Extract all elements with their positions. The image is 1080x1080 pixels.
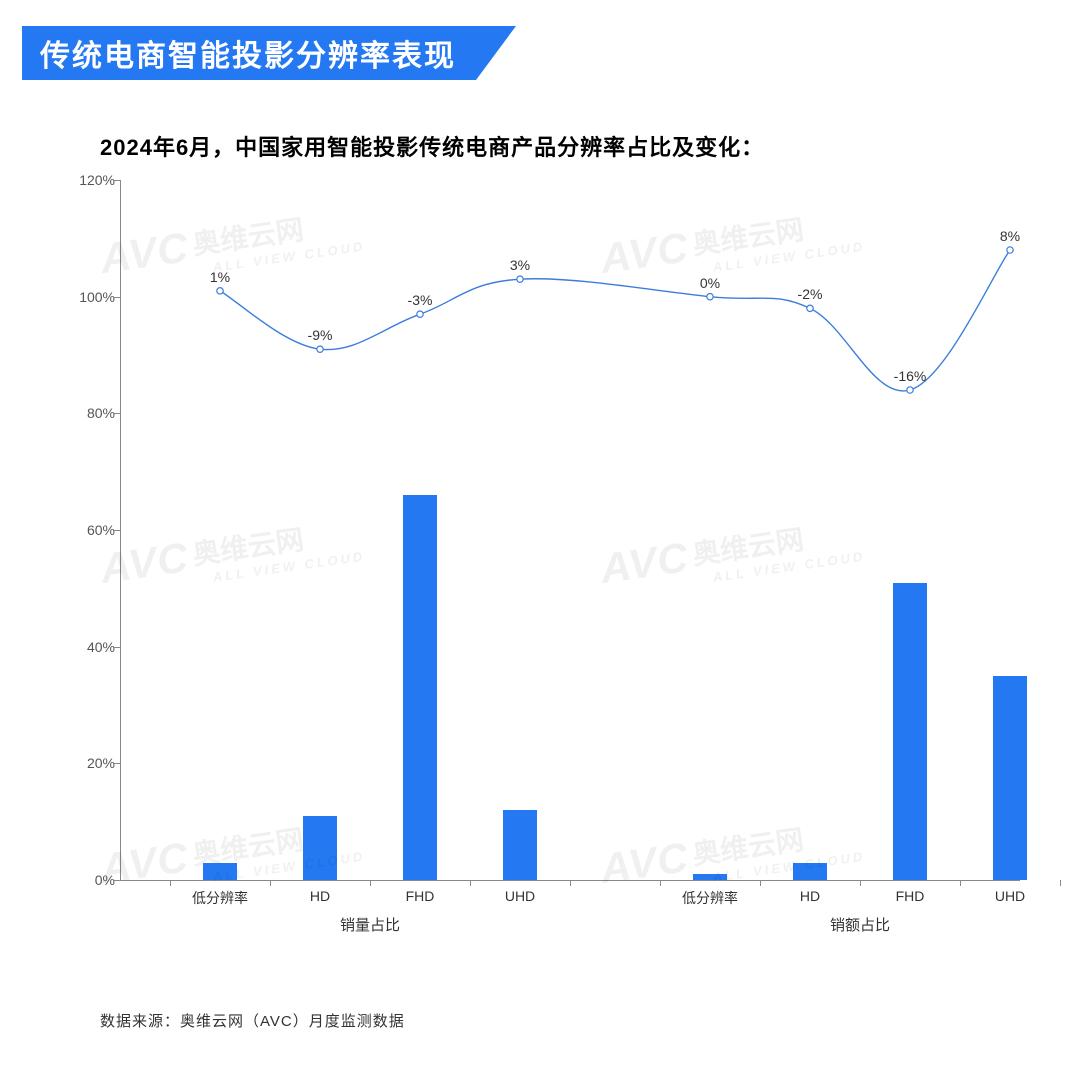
category-label: 低分辨率 bbox=[682, 888, 738, 908]
line-marker bbox=[707, 293, 713, 299]
x-tick-mark bbox=[270, 880, 271, 886]
y-tick-label: 120% bbox=[70, 172, 115, 188]
y-tick-label: 20% bbox=[70, 755, 115, 771]
x-tick-mark bbox=[1060, 880, 1061, 886]
line-marker bbox=[907, 387, 913, 393]
line-marker bbox=[317, 346, 323, 352]
line-path bbox=[220, 250, 1010, 391]
y-tick-label: 60% bbox=[70, 522, 115, 538]
line-value-label: -2% bbox=[798, 286, 823, 302]
line-marker bbox=[517, 276, 523, 282]
category-label: FHD bbox=[406, 888, 435, 904]
category-label: 低分辨率 bbox=[192, 888, 248, 908]
line-marker bbox=[217, 288, 223, 294]
bar bbox=[203, 863, 237, 881]
combo-chart: 0%20%40%60%80%100%120%低分辨率HDFHDUHD低分辨率HD… bbox=[60, 180, 1040, 940]
category-label: HD bbox=[800, 888, 820, 904]
y-tick-label: 80% bbox=[70, 405, 115, 421]
line-value-label: 1% bbox=[210, 269, 230, 285]
x-tick-mark bbox=[470, 880, 471, 886]
y-tick-label: 100% bbox=[70, 289, 115, 305]
line-marker bbox=[417, 311, 423, 317]
line-marker bbox=[807, 305, 813, 311]
category-label: FHD bbox=[896, 888, 925, 904]
x-tick-mark bbox=[760, 880, 761, 886]
x-tick-mark bbox=[860, 880, 861, 886]
bar bbox=[303, 816, 337, 880]
page-title: 传统电商智能投影分辨率表现 bbox=[40, 31, 456, 75]
line-value-label: 8% bbox=[1000, 228, 1020, 244]
y-axis-line bbox=[120, 180, 121, 880]
bar bbox=[403, 495, 437, 880]
line-value-label: -3% bbox=[408, 292, 433, 308]
line-value-label: -9% bbox=[308, 327, 333, 343]
chart-subtitle: 2024年6月，中国家用智能投影传统电商产品分辨率占比及变化： bbox=[100, 130, 764, 162]
line-series-svg bbox=[120, 180, 1020, 880]
y-tick-label: 40% bbox=[70, 639, 115, 655]
y-tick-label: 0% bbox=[70, 872, 115, 888]
bar bbox=[893, 583, 927, 881]
line-value-label: -16% bbox=[894, 368, 927, 384]
line-value-label: 0% bbox=[700, 275, 720, 291]
x-tick-mark bbox=[370, 880, 371, 886]
category-label: HD bbox=[310, 888, 330, 904]
category-label: UHD bbox=[995, 888, 1025, 904]
plot-area: 0%20%40%60%80%100%120%低分辨率HDFHDUHD低分辨率HD… bbox=[120, 180, 1020, 880]
bar bbox=[503, 810, 537, 880]
group-label: 销量占比 bbox=[340, 914, 400, 935]
data-source: 数据来源：奥维云网（AVC）月度监测数据 bbox=[100, 1010, 405, 1031]
x-tick-mark bbox=[960, 880, 961, 886]
line-value-label: 3% bbox=[510, 257, 530, 273]
x-tick-mark bbox=[170, 880, 171, 886]
bar bbox=[693, 874, 727, 880]
group-label: 销额占比 bbox=[830, 914, 890, 935]
x-tick-mark bbox=[660, 880, 661, 886]
bar bbox=[993, 676, 1027, 880]
line-marker bbox=[1007, 247, 1013, 253]
category-label: UHD bbox=[505, 888, 535, 904]
page-title-bar: 传统电商智能投影分辨率表现 bbox=[22, 26, 516, 80]
x-tick-mark bbox=[570, 880, 571, 886]
bar bbox=[793, 863, 827, 881]
